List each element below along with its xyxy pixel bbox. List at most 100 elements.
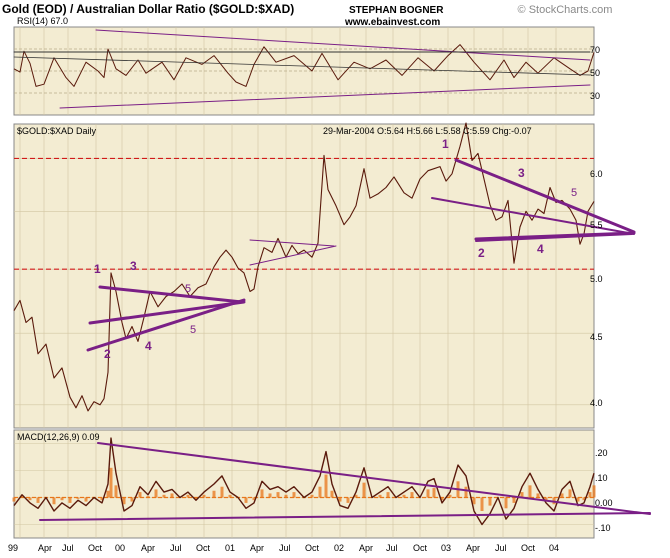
wave-label-c1: 1 (442, 137, 449, 151)
wave-label-c3: 3 (518, 166, 525, 180)
wave-label-a1: 1 (94, 262, 101, 276)
website-label: www.ebainvest.com (344, 17, 440, 28)
wave-labels: 1 2 3 4 5 5 1 2 3 4 5 (94, 137, 577, 361)
macd-histogram-bar (60, 497, 64, 501)
macd-histogram-bar (588, 492, 592, 498)
triangle-a-upper-trendline (98, 285, 244, 304)
macd-histogram-bar (138, 492, 142, 498)
macd-histogram-bar (560, 493, 564, 498)
triangle-b-lower-trendline (249, 245, 337, 266)
rsi-tick-50: 50 (590, 68, 600, 78)
macd-histogram-bar (488, 497, 492, 506)
macd-histogram-bar (378, 494, 382, 498)
macd-histogram-bar (330, 490, 334, 498)
macd-tick-neg10: -.10 (595, 523, 611, 533)
x-label-apr02: Apr (359, 543, 373, 553)
macd-histogram-bar (170, 493, 174, 498)
rsi-upper-trendline (95, 29, 591, 61)
macd-histogram-bar (536, 493, 540, 498)
macd-series-line (13, 437, 595, 526)
macd-histogram-bar (154, 489, 158, 498)
wave-label-a4: 4 (145, 339, 152, 353)
x-label-oct99: Oct (88, 543, 103, 553)
macd-histogram-bar (212, 490, 216, 498)
macd-histogram-bar (432, 488, 436, 498)
macd-histogram-bar (582, 497, 586, 501)
macd-histogram-bar (464, 486, 468, 498)
price-tick-4-5: 4.5 (590, 332, 603, 342)
macd-histogram-bar (244, 497, 248, 503)
macd-histogram-bar (346, 497, 350, 503)
macd-tick-10: .10 (595, 473, 608, 483)
macd-histogram-bar (114, 485, 118, 498)
x-label-oct01: Oct (305, 543, 320, 553)
macd-label: MACD(12,26,9) 0.09 (17, 432, 100, 442)
price-label: $GOLD:$XAD Daily (17, 126, 97, 136)
x-label-apr00: Apr (141, 543, 155, 553)
macd-histogram-bar (402, 494, 406, 498)
macd-histogram-bar (362, 482, 366, 498)
macd-histogram-bar (528, 485, 532, 498)
triangle-c-lower-trendline (474, 231, 636, 241)
rsi-tick-70: 70 (590, 45, 600, 55)
price-tick-6: 6.0 (590, 169, 603, 179)
price-tick-5-5: 5.5 (590, 220, 603, 230)
x-label-01: 01 (225, 543, 235, 553)
macd-histogram-bar (324, 474, 328, 498)
triangle-c-bottom-trendline (475, 233, 633, 242)
triangle-b-upper-trendline (249, 239, 335, 247)
macd-histogram-bar (338, 497, 342, 502)
macd-histogram-bar (544, 497, 548, 501)
macd-panel (13, 429, 595, 539)
wave-label-c5: 5 (571, 187, 577, 199)
macd-histogram-bar (386, 492, 390, 498)
macd-histogram-bar (52, 497, 56, 505)
macd-histogram-bar (292, 492, 296, 498)
wave-label-a5: 5 (185, 283, 191, 295)
x-label-02: 02 (334, 543, 344, 553)
macd-histogram-bar (440, 497, 444, 501)
macd-histogram-bar (448, 494, 452, 498)
macd-histogram-bar (354, 494, 358, 498)
macd-histogram-bar (68, 497, 72, 503)
macd-histogram-bar (480, 497, 484, 511)
macd-histogram-bar (130, 497, 134, 502)
macd-histogram-bar (162, 494, 166, 498)
macd-histogram-bar (592, 485, 596, 498)
macd-histogram-bar (106, 490, 110, 498)
macd-histogram-bar (276, 492, 280, 498)
macd-y-ticks: .20 .10 0.00 -.10 (595, 448, 613, 533)
macd-histogram-bar (318, 486, 322, 498)
ohlc-readout: 29-Mar-2004 O:5.64 H:5.66 L:5.58 C:5.59 … (323, 126, 532, 136)
macd-histogram-bar (310, 494, 314, 498)
macd-histogram-bar (576, 497, 580, 502)
macd-histogram-bar (12, 497, 16, 502)
macd-histogram-bar (194, 497, 198, 499)
rsi-diagonal-line (13, 56, 591, 76)
x-label-03: 03 (441, 543, 451, 553)
rsi-lower-trendline (59, 84, 591, 109)
triangle-a-mid-trendline (88, 300, 246, 325)
triangle-c-upper-trendline (454, 158, 636, 234)
x-label-jul01: Jul (279, 543, 291, 553)
rsi-y-ticks: 70 50 30 (590, 45, 600, 101)
wave-label-a5-alt: 5 (190, 324, 196, 336)
triangle-c-mid-trendline (431, 197, 635, 235)
price-tick-4: 4.0 (590, 398, 603, 408)
macd-histogram-bar (109, 467, 113, 498)
x-label-04: 04 (549, 543, 559, 553)
price-y-ticks: 6.0 5.5 5.0 4.5 4.0 (590, 169, 603, 408)
macd-tick-20: .20 (595, 448, 608, 458)
wave-label-c4: 4 (537, 242, 544, 256)
macd-histogram-bar (20, 496, 24, 498)
wave-label-a3: 3 (130, 259, 137, 273)
x-label-oct02: Oct (413, 543, 428, 553)
x-label-jul99: Jul (62, 543, 74, 553)
macd-histogram-bar (504, 497, 508, 509)
macd-tick-0: 0.00 (595, 498, 613, 508)
macd-upper-trendline (97, 442, 651, 515)
rsi-tick-30: 30 (590, 91, 600, 101)
rsi-label: RSI(14) 67.0 (17, 16, 68, 26)
macd-histogram-bar (260, 489, 264, 498)
